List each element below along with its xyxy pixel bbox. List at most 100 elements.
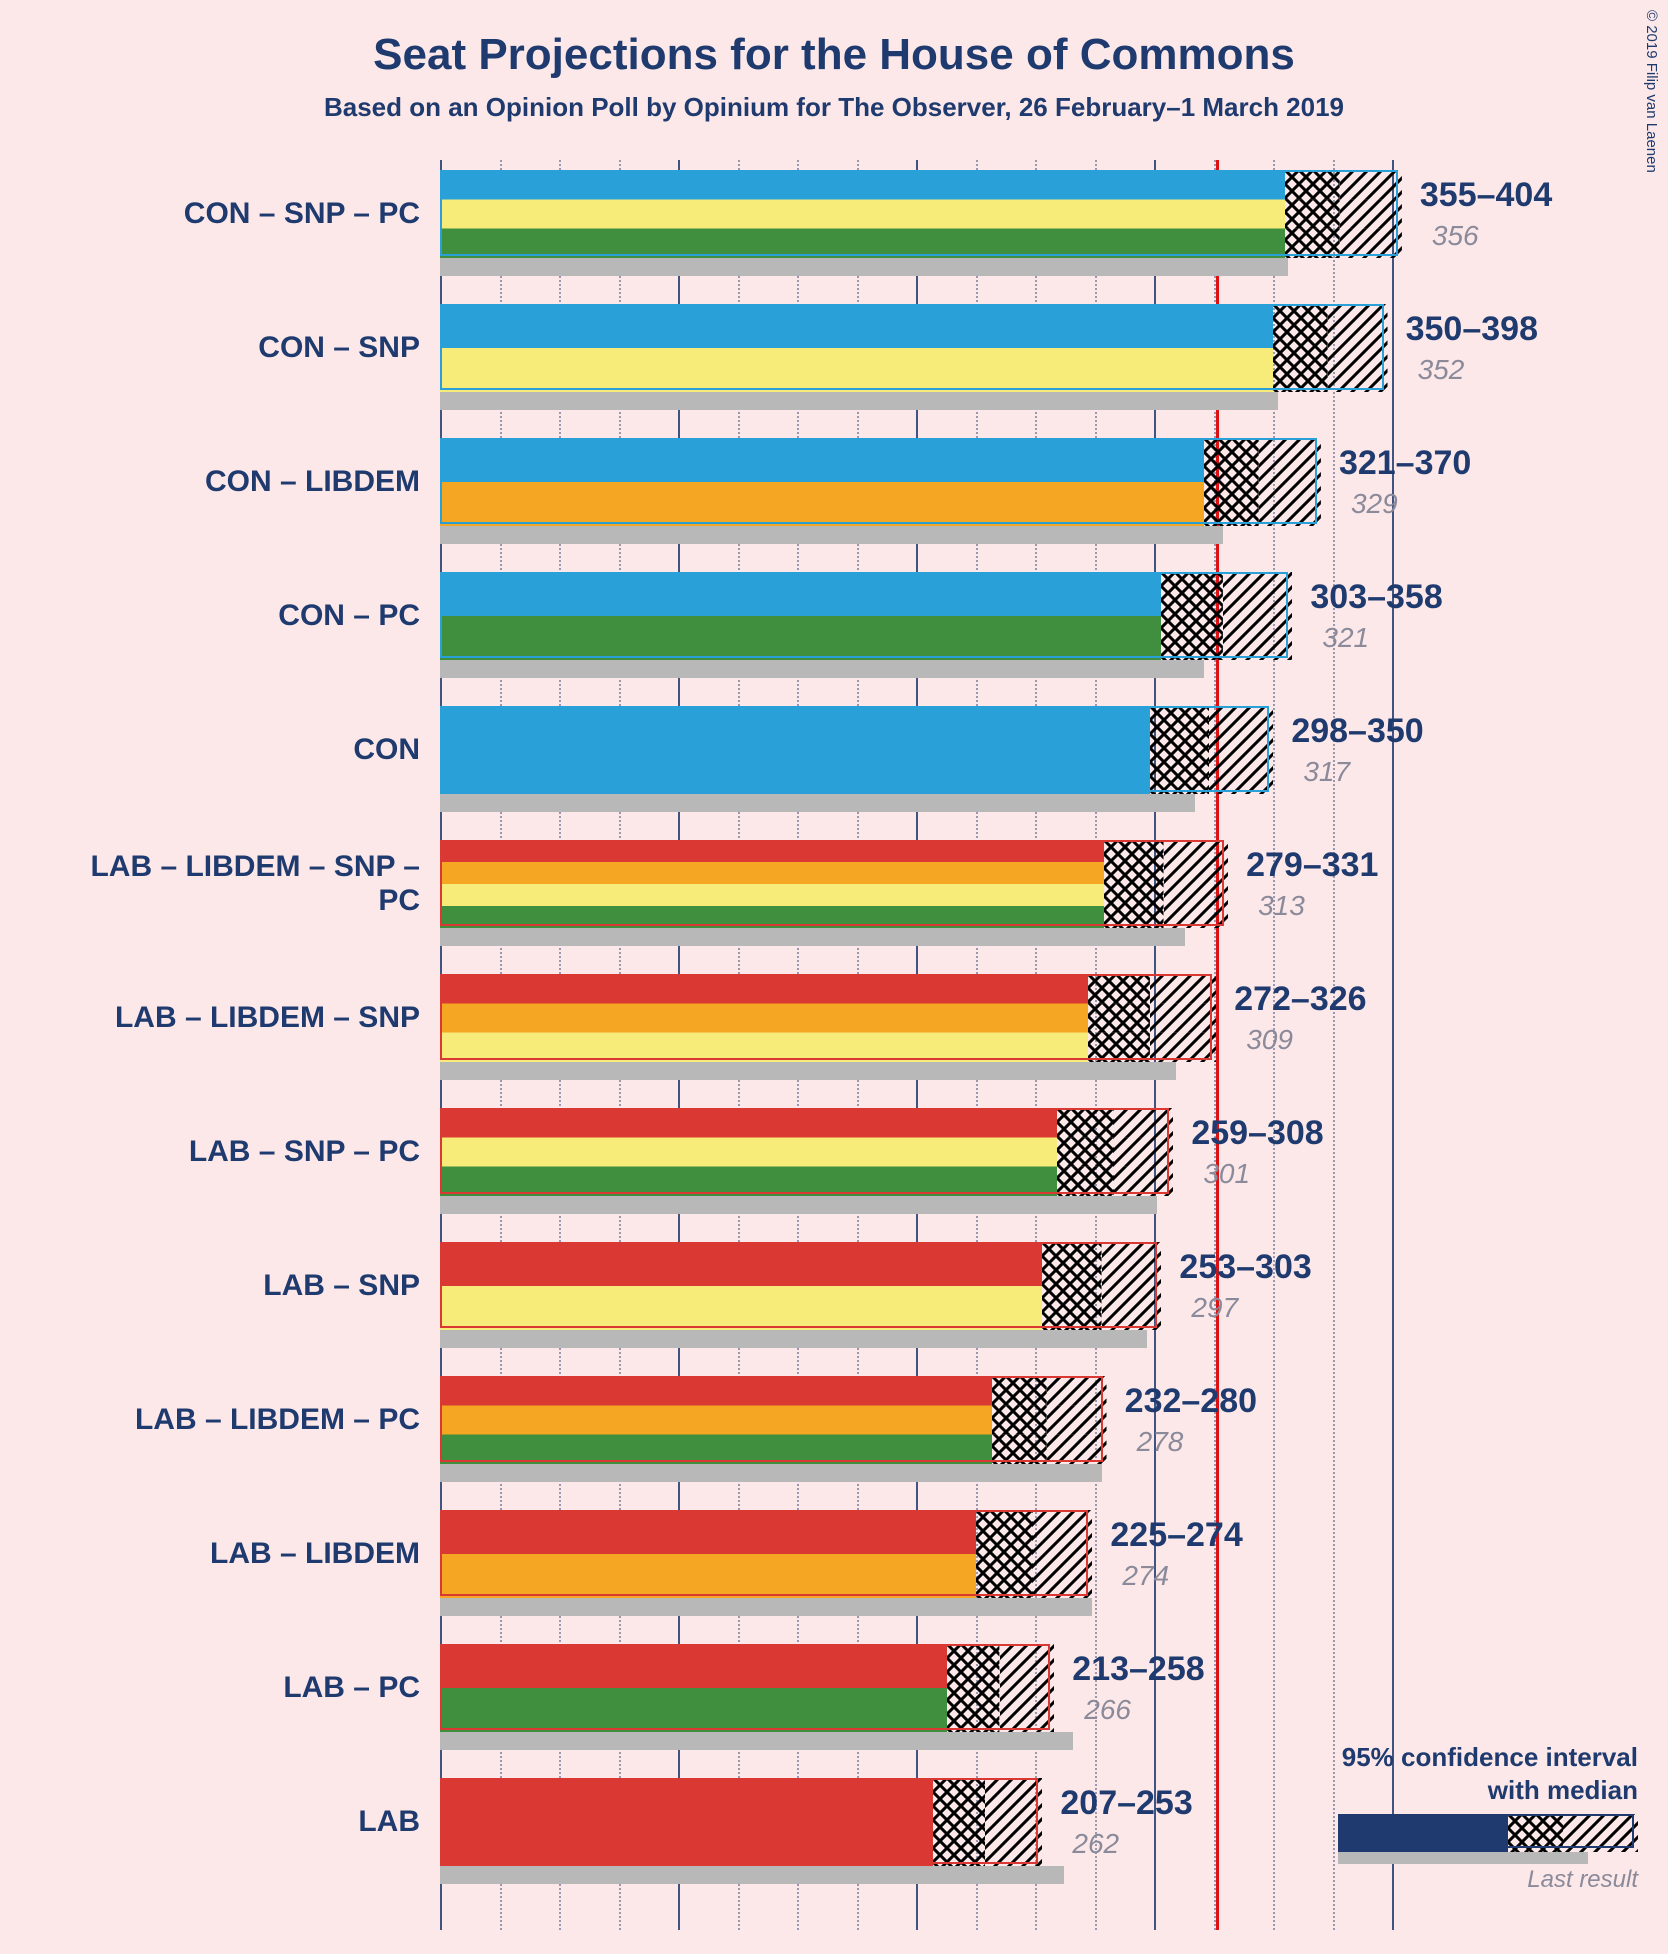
last-result-label: 301 [1203, 1158, 1250, 1190]
ci-high-hatch [1164, 840, 1228, 928]
last-result-bar [440, 660, 1204, 678]
range-label: 350–398 [1406, 310, 1538, 349]
ci-high-hatch [1223, 572, 1292, 660]
ci-high-hatch [1340, 170, 1402, 258]
last-result-bar [440, 928, 1185, 946]
ci-low-hatch [947, 1644, 999, 1732]
range-label: 303–358 [1310, 578, 1442, 617]
bar-solid [440, 1644, 947, 1732]
coalition-label: LAB [70, 1778, 420, 1866]
last-result-label: 329 [1351, 488, 1398, 520]
coalition-label: CON – PC [70, 572, 420, 660]
ci-low-hatch [1104, 840, 1164, 928]
range-label: 355–404 [1420, 176, 1552, 215]
coalition-row: LAB207–253262 [440, 1778, 1440, 1908]
coalition-row: LAB – SNP253–303297 [440, 1242, 1440, 1372]
bar-solid [440, 1108, 1057, 1196]
legend-title: 95% confidence interval with median [1308, 1741, 1638, 1806]
range-label: 232–280 [1125, 1382, 1257, 1421]
bar-solid [440, 1510, 976, 1598]
range-label: 225–274 [1110, 1516, 1242, 1555]
ci-high-hatch [1114, 1108, 1174, 1196]
coalition-row: LAB – LIBDEM225–274274 [440, 1510, 1440, 1640]
bar-solid [440, 572, 1161, 660]
coalition-label: LAB – LIBDEM [70, 1510, 420, 1598]
bar-solid [440, 706, 1150, 794]
plot-area: CON – SNP – PC355–404356CON – SNP350–398… [440, 160, 1440, 1930]
ci-low-hatch [1204, 438, 1259, 526]
last-result-bar [440, 1062, 1176, 1080]
coalition-label: LAB – LIBDEM – PC [70, 1376, 420, 1464]
ci-low-hatch [1161, 572, 1223, 660]
range-label: 213–258 [1072, 1650, 1204, 1689]
coalition-row: CON298–350317 [440, 706, 1440, 836]
ci-low-hatch [1088, 974, 1150, 1062]
legend-sample [1338, 1814, 1638, 1864]
range-label: 253–303 [1179, 1248, 1311, 1287]
last-result-bar [440, 392, 1278, 410]
last-result-bar [440, 1196, 1157, 1214]
coalition-row: CON – PC303–358321 [440, 572, 1440, 702]
bar-solid [440, 1778, 933, 1866]
coalition-label: LAB – LIBDEM – SNP – PC [70, 840, 420, 928]
range-label: 259–308 [1191, 1114, 1323, 1153]
range-label: 321–370 [1339, 444, 1471, 483]
coalition-label: CON – LIBDEM [70, 438, 420, 526]
ci-high-hatch [1102, 1242, 1162, 1330]
ci-low-hatch [1285, 170, 1340, 258]
range-label: 272–326 [1234, 980, 1366, 1019]
last-result-bar [440, 1330, 1147, 1348]
range-label: 207–253 [1060, 1784, 1192, 1823]
ci-low-hatch [992, 1376, 1047, 1464]
ci-high-hatch [1150, 974, 1217, 1062]
coalition-label: LAB – LIBDEM – SNP [70, 974, 420, 1062]
chart-area: CON – SNP – PC355–404356CON – SNP350–398… [70, 160, 1598, 1930]
copyright-text: © 2019 Filip van Laenen [1643, 10, 1660, 173]
last-result-bar [440, 794, 1195, 812]
coalition-row: LAB – SNP – PC259–308301 [440, 1108, 1440, 1238]
last-result-label: 352 [1418, 354, 1465, 386]
bar-solid [440, 438, 1204, 526]
coalition-label: CON – SNP [70, 304, 420, 392]
legend-title-line2: with median [1488, 1775, 1638, 1805]
range-label: 279–331 [1246, 846, 1378, 885]
range-label: 298–350 [1291, 712, 1423, 751]
last-result-label: 313 [1258, 890, 1305, 922]
bar-solid [440, 974, 1088, 1062]
coalition-row: LAB – LIBDEM – SNP – PC279–331313 [440, 840, 1440, 970]
legend-outline [1338, 1814, 1634, 1848]
coalition-row: LAB – PC213–258266 [440, 1644, 1440, 1774]
coalition-row: LAB – LIBDEM – PC232–280278 [440, 1376, 1440, 1506]
coalition-label: CON [70, 706, 420, 794]
legend-last-label: Last result [1308, 1866, 1638, 1894]
last-result-bar [440, 1598, 1092, 1616]
bar-solid [440, 1376, 992, 1464]
coalition-row: LAB – LIBDEM – SNP272–326309 [440, 974, 1440, 1104]
coalition-label: LAB – SNP – PC [70, 1108, 420, 1196]
last-result-label: 317 [1303, 756, 1350, 788]
last-result-bar [440, 1866, 1064, 1884]
last-result-label: 274 [1122, 1560, 1169, 1592]
last-result-label: 309 [1246, 1024, 1293, 1056]
last-result-label: 266 [1084, 1694, 1131, 1726]
chart-title: Seat Projections for the House of Common… [0, 0, 1668, 80]
last-result-bar [440, 1732, 1073, 1750]
last-result-label: 321 [1322, 622, 1369, 654]
last-result-bar [440, 1464, 1102, 1482]
coalition-row: CON – SNP – PC355–404356 [440, 170, 1440, 300]
ci-low-hatch [1150, 706, 1210, 794]
bar-solid [440, 304, 1273, 392]
ci-high-hatch [985, 1778, 1042, 1866]
ci-high-hatch [1000, 1644, 1055, 1732]
last-result-bar [440, 526, 1223, 544]
coalition-label: CON – SNP – PC [70, 170, 420, 258]
ci-low-hatch [1273, 304, 1328, 392]
coalition-row: CON – LIBDEM321–370329 [440, 438, 1440, 568]
legend-title-line1: 95% confidence interval [1342, 1742, 1638, 1772]
last-result-label: 356 [1432, 220, 1479, 252]
last-result-bar [440, 258, 1288, 276]
coalition-row: CON – SNP350–398352 [440, 304, 1440, 434]
coalition-label: LAB – PC [70, 1644, 420, 1732]
ci-low-hatch [1057, 1108, 1114, 1196]
ci-high-hatch [1047, 1376, 1107, 1464]
